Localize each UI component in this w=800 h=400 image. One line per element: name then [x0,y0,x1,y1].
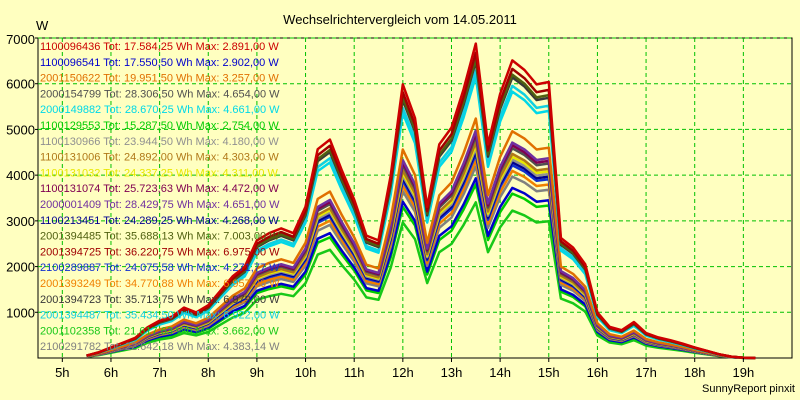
legend-entry-1100131006: 1100131006 Tot: 24.892,00 Wh Max: 4.303,… [40,152,279,164]
legend-entry-1100130966: 1100130966 Tot: 23.944,50 Wh Max: 4.180,… [40,136,279,148]
legend-entry-2001393249: 2001393249 Tot: 34.770,88 Wh Max: 6.957,… [40,278,280,290]
series-lines [86,42,756,360]
legend-entry-2001394487: 2001394487 Tot: 35.434,50 Wh Max: 6.922,… [40,310,280,322]
x-tick-label: 10h [295,365,317,380]
y-tick-label: 5000 [6,122,35,137]
x-tick-label: 5h [55,365,69,380]
legend-entry-1100131074: 1100131074 Tot: 25.723,63 Wh Max: 4.472,… [40,183,279,195]
y-tick-label: 7000 [6,32,35,47]
y-tick-label: 2000 [6,260,35,275]
legend-entry-2000154799: 2000154799 Tot: 28.306,50 Wh Max: 4.654,… [40,88,280,100]
x-tick-label: 11h [344,365,365,380]
legend-entry-2001102358: 2001102358 Tot: 21.617,63 Wh Max: 3.662,… [40,325,279,337]
x-tick-label: 12h [392,365,414,380]
x-tick-label: 13h [441,365,463,380]
legend-entry-2001394485: 2001394485 Tot: 35.688,13 Wh Max: 7.003,… [40,231,280,243]
x-tick-label: 6h [104,365,118,380]
x-tick-label: 14h [489,365,511,380]
y-tick-label: 1000 [6,305,35,320]
series-line-2001102358 [86,201,756,360]
x-axis-ticks: 5h 6h 7h 8h 9h 10h 11h 12h 13h 14h 15h 16h 17h 18h 19h [55,358,754,380]
legend-entry-1100131032: 1100131032 Tot: 24.337,25 Wh Max: 4.311,… [40,167,279,179]
legend: 1100096436 Tot: 17.584,25 Wh Max: 2.891,… [40,41,280,353]
legend-entry-2000001409: 2000001409 Tot: 28.429,75 Wh Max: 4.651,… [40,199,280,211]
chart-title: Wechselrichtervergleich vom 14.05.2011 [283,12,517,27]
x-tick-label: 17h [635,365,657,380]
legend-entry-2001150622: 2001150622 Tot: 19.951,50 Wh Max: 3.257,… [40,73,279,85]
x-tick-label: 19h [733,365,755,380]
y-tick-label: 3000 [6,214,35,229]
y-tick-label: 4000 [6,168,35,183]
legend-entry-1100096436: 1100096436 Tot: 17.584,25 Wh Max: 2.891,… [40,41,279,53]
legend-entry-2100291782: 2100291782 Tot: 22.642,18 Wh Max: 4.383,… [40,341,280,353]
y-axis-unit-label: W [36,18,49,33]
x-tick-label: 16h [587,365,609,380]
legend-entry-1100129553: 1100129553 Tot: 15.287,50 Wh Max: 2.754,… [40,120,279,132]
series-line-1100096436 [86,42,756,360]
x-tick-label: 7h [152,365,166,380]
y-axis-ticks: 1000 2000 3000 4000 5000 6000 7000 [6,32,38,320]
legend-entry-2000149882: 2000149882 Tot: 28.670,25 Wh Max: 4.661,… [40,104,280,116]
legend-entry-1100096541: 1100096541 Tot: 17.550,50 Wh Max: 2.902,… [40,57,279,69]
legend-entry-1100213451: 1100213451 Tot: 24.289,25 Wh Max: 4.268,… [40,215,279,227]
series-line-2001150622 [86,117,756,360]
x-tick-label: 9h [250,365,264,380]
credit-label: SunnyReport pinxit [702,383,795,395]
x-tick-label: 8h [201,365,215,380]
legend-entry-2100289887: 2100289887 Tot: 24.075,58 Wh Max: 4.271,… [40,262,280,274]
y-tick-label: 6000 [6,77,35,92]
legend-entry-2001394725: 2001394725 Tot: 36.220,75 Wh Max: 6.975,… [40,246,280,258]
x-tick-label: 18h [684,365,706,380]
x-tick-label: 15h [538,365,560,380]
legend-entry-2001394723: 2001394723 Tot: 35.713,75 Wh Max: 6.979,… [40,294,280,306]
